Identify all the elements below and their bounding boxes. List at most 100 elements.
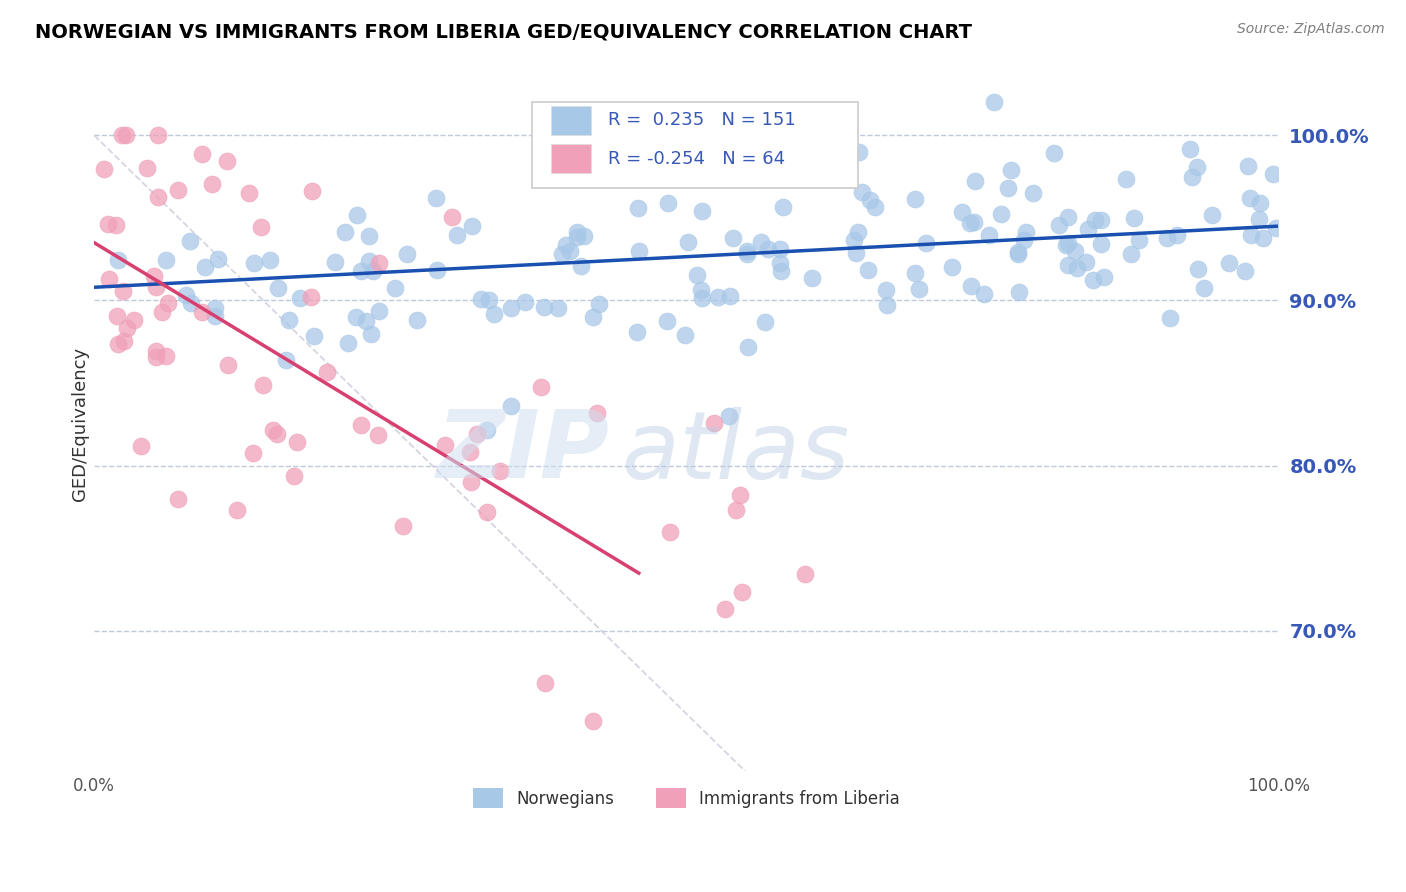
Text: NORWEGIAN VS IMMIGRANTS FROM LIBERIA GED/EQUIVALENCY CORRELATION CHART: NORWEGIAN VS IMMIGRANTS FROM LIBERIA GED… — [35, 22, 972, 41]
Point — [963, 214, 986, 228]
Y-axis label: GED/Equivalency: GED/Equivalency — [72, 347, 89, 501]
Point — [360, 327, 382, 342]
Point — [720, 289, 742, 303]
Point — [1054, 237, 1077, 252]
Point — [1156, 231, 1178, 245]
Point — [215, 153, 238, 168]
Text: atlas: atlas — [621, 407, 849, 498]
Point — [1166, 227, 1188, 242]
Point — [875, 283, 897, 297]
Point — [749, 235, 772, 250]
FancyBboxPatch shape — [551, 145, 592, 173]
Point — [1263, 167, 1285, 181]
Point — [963, 174, 986, 188]
Point — [252, 377, 274, 392]
Point — [565, 230, 588, 244]
Point — [1084, 213, 1107, 227]
Point — [333, 226, 356, 240]
Point — [903, 192, 925, 206]
Point — [122, 313, 145, 327]
Point — [1123, 211, 1146, 225]
Point — [115, 128, 138, 143]
Point — [301, 185, 323, 199]
Point — [1015, 225, 1038, 239]
Point — [876, 298, 898, 312]
Point — [111, 128, 134, 143]
Point — [977, 228, 1000, 243]
Point — [1090, 237, 1112, 252]
Point — [1090, 212, 1112, 227]
Point — [1076, 254, 1098, 268]
Point — [846, 226, 869, 240]
Point — [315, 365, 337, 379]
Point — [848, 145, 870, 159]
Point — [262, 423, 284, 437]
Text: ZIP: ZIP — [436, 406, 609, 498]
Point — [533, 675, 555, 690]
Point — [990, 207, 1012, 221]
Point — [1119, 246, 1142, 260]
Point — [676, 235, 699, 249]
Point — [107, 253, 129, 268]
Point — [460, 445, 482, 459]
Point — [690, 291, 713, 305]
Point — [533, 300, 555, 314]
Point — [344, 310, 367, 325]
Point — [482, 307, 505, 321]
Point — [323, 255, 346, 269]
Point — [1057, 236, 1080, 251]
Point — [914, 235, 936, 250]
Point — [1014, 234, 1036, 248]
Point — [1247, 212, 1270, 227]
Point — [367, 427, 389, 442]
Point — [659, 524, 682, 539]
Point — [690, 204, 713, 219]
Point — [112, 334, 135, 349]
Point — [569, 259, 592, 273]
Point — [772, 200, 794, 214]
Point — [136, 161, 159, 176]
Point — [93, 161, 115, 176]
Point — [250, 220, 273, 235]
Point — [754, 315, 776, 329]
Point — [146, 189, 169, 203]
Point — [655, 313, 678, 327]
Point — [190, 305, 212, 319]
Point — [1043, 146, 1066, 161]
Point — [204, 309, 226, 323]
Point — [242, 446, 264, 460]
Point — [406, 313, 429, 327]
Point — [686, 268, 709, 282]
Point — [288, 291, 311, 305]
Point — [155, 349, 177, 363]
Point — [515, 295, 537, 310]
Point — [97, 272, 120, 286]
Point — [145, 343, 167, 358]
Point — [357, 253, 380, 268]
Point — [1233, 264, 1256, 278]
Point — [565, 225, 588, 239]
Legend: Norwegians, Immigrants from Liberia: Norwegians, Immigrants from Liberia — [465, 781, 907, 815]
Point — [446, 227, 468, 242]
Point — [769, 242, 792, 256]
Text: R = -0.254   N = 64: R = -0.254 N = 64 — [607, 150, 785, 168]
Point — [1187, 261, 1209, 276]
Point — [238, 186, 260, 200]
Point — [336, 336, 359, 351]
Point — [714, 601, 737, 615]
Point — [350, 417, 373, 432]
Point — [717, 409, 740, 423]
Point — [107, 336, 129, 351]
Point — [217, 358, 239, 372]
Point — [1047, 218, 1070, 232]
Point — [1022, 186, 1045, 201]
Point — [1092, 269, 1115, 284]
Point — [1000, 162, 1022, 177]
Point — [845, 246, 868, 260]
Point — [346, 208, 368, 222]
Point — [426, 262, 449, 277]
Point — [204, 301, 226, 316]
Point — [477, 423, 499, 437]
Point — [384, 280, 406, 294]
Point — [769, 256, 792, 270]
